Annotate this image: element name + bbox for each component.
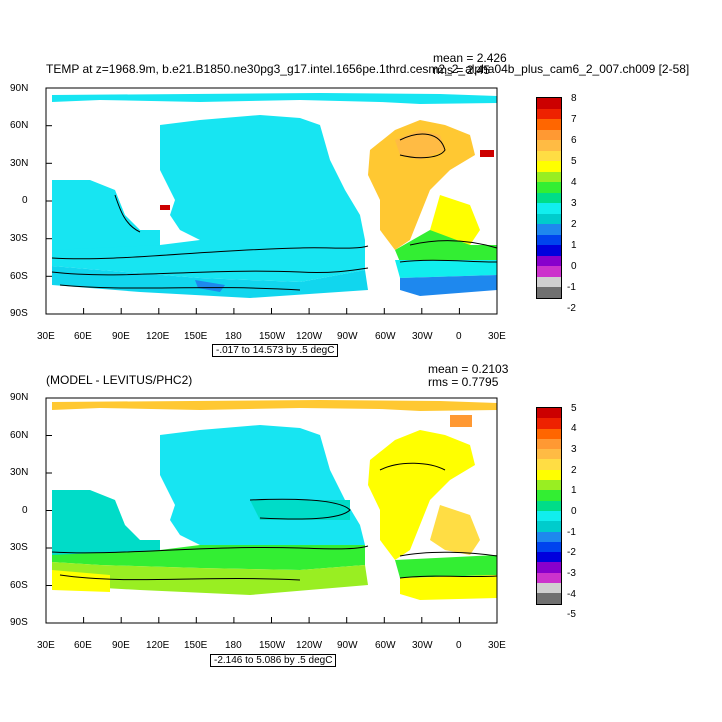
- panel-2-xtick: 120E: [146, 640, 170, 651]
- panel-1-rms: rms = 2.45: [433, 63, 491, 77]
- panel-2-xtick: 150E: [184, 640, 208, 651]
- panel-1-ytick: 30S: [10, 233, 28, 244]
- panel-1-ytick: 0: [22, 195, 28, 206]
- colorbar-label: 5: [571, 403, 577, 414]
- colorbar-label: -2: [567, 303, 576, 314]
- panel-1-xtick: 180: [225, 331, 242, 342]
- panel-2-ytick: 60S: [10, 580, 28, 591]
- colorbar-label: -1: [567, 527, 576, 538]
- colorbar-label: -5: [567, 609, 576, 620]
- panel-1-title: TEMP at z=1968.9m, b.e21.B1850.ne30pg3_g…: [46, 62, 690, 76]
- panel-1-xtick: 30W: [412, 331, 433, 342]
- panel-1-ytick: 90N: [10, 83, 29, 94]
- colorbar-label: -3: [567, 568, 576, 579]
- panel-2-xtick: 120W: [296, 640, 323, 651]
- colorbar-label: 6: [571, 135, 577, 146]
- panel-2-ytick: 30N: [10, 467, 29, 478]
- panel-1-xtick: 150E: [184, 331, 208, 342]
- panel-1-ytick: 90S: [10, 308, 28, 319]
- colorbar-label: 2: [571, 219, 577, 230]
- panel-2-ytick: 0: [22, 505, 28, 516]
- panel-2-ytick: 90S: [10, 617, 28, 628]
- panel-1-xtick: 60W: [375, 331, 396, 342]
- panel-1-xtick: 90E: [112, 331, 130, 342]
- colorbar-label: 1: [571, 240, 577, 251]
- panel-2-xtick: 30E: [37, 640, 55, 651]
- panel-1-map: [45, 87, 498, 315]
- panel-1-xtick: 120W: [296, 331, 323, 342]
- panel-2-xtick: 60E: [74, 640, 92, 651]
- panel-2-colorbar: [536, 407, 562, 605]
- panel-1-ytick: 30N: [10, 158, 29, 169]
- panel-2-contour-range: -2.146 to 5.086 by .5 degC: [210, 654, 337, 667]
- panel-2-rms: rms = 0.7795: [428, 375, 499, 389]
- panel-2-xtick: 60W: [375, 640, 396, 651]
- panel-2-xtick: 30E: [488, 640, 506, 651]
- panel-1-xtick: 0: [456, 331, 462, 342]
- panel-2-map: [45, 397, 498, 624]
- panel-1-colorbar: [536, 97, 562, 299]
- panel-1-contour-range: -.017 to 14.573 by .5 degC: [212, 344, 339, 357]
- panel-2-ytick: 90N: [10, 392, 29, 403]
- panel-1-ytick: 60S: [10, 271, 28, 282]
- colorbar-label: -2: [567, 547, 576, 558]
- panel-2-xtick: 90W: [337, 640, 358, 651]
- colorbar-label: 0: [571, 261, 577, 272]
- colorbar-label: 3: [571, 198, 577, 209]
- panel-2-xtick: 90E: [112, 640, 130, 651]
- colorbar-label: 2: [571, 465, 577, 476]
- colorbar-label: 7: [571, 114, 577, 125]
- panel-2-ytick: 60N: [10, 430, 29, 441]
- panel-1-ocean-fill: [52, 93, 497, 298]
- colorbar-label: 3: [571, 444, 577, 455]
- panel-1-xtick: 120E: [146, 331, 170, 342]
- panel-1-contours: [51, 133, 498, 291]
- colorbar-label: 4: [571, 423, 577, 434]
- panel-2-ytick: 30S: [10, 542, 28, 553]
- panel-2-title: (MODEL - LEVITUS/PHC2): [46, 373, 193, 387]
- panel-2-xtick: 30W: [412, 640, 433, 651]
- colorbar-label: 4: [571, 177, 577, 188]
- panel-2-xtick: 0: [456, 640, 462, 651]
- colorbar-label: 8: [571, 93, 577, 104]
- panel-1-ytick: 60N: [10, 120, 29, 131]
- panel-1-xtick: 150W: [259, 331, 286, 342]
- panel-1-xtick: 60E: [74, 331, 92, 342]
- colorbar-label: 1: [571, 485, 577, 496]
- colorbar-label: 0: [571, 506, 577, 517]
- panel-2-mean: mean = 0.2103: [428, 362, 509, 376]
- panel-1-xtick: 30E: [488, 331, 506, 342]
- colorbar-label: 5: [571, 156, 577, 167]
- panel-1-xtick: 90W: [337, 331, 358, 342]
- panel-2-xtick: 180: [225, 640, 242, 651]
- panel-2-xtick: 150W: [259, 640, 286, 651]
- panel-1-xtick: 30E: [37, 331, 55, 342]
- colorbar-label: -4: [567, 589, 576, 600]
- colorbar-label: -1: [567, 282, 576, 293]
- panel-1-mean: mean = 2.426: [433, 51, 507, 65]
- panel-2-ocean-fill: [52, 400, 497, 600]
- panel-2-contours: [51, 462, 498, 581]
